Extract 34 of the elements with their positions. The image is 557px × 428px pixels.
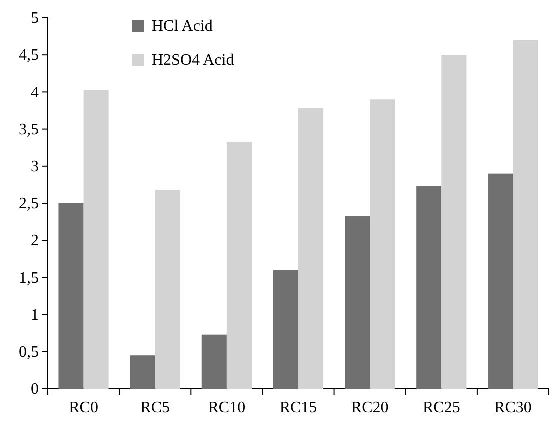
y-tick-label: 2 — [31, 232, 39, 250]
x-tick-label: RC25 — [422, 399, 460, 416]
bar — [416, 186, 442, 389]
bar — [130, 356, 156, 389]
y-tick-label: 4,5 — [19, 47, 39, 64]
bar — [442, 55, 467, 389]
x-tick-label: RC20 — [351, 399, 389, 416]
y-tick-label: 1 — [31, 306, 39, 324]
y-tick-label: 2,5 — [19, 196, 39, 213]
x-tick-label: RC5 — [140, 399, 170, 416]
bar — [298, 108, 324, 389]
y-tick-label: 5 — [31, 10, 39, 28]
y-tick-label: 3 — [31, 158, 39, 176]
x-tick-label: RC10 — [208, 399, 246, 416]
y-tick-label: 3,5 — [19, 121, 39, 138]
bar — [226, 142, 252, 389]
x-tick-label: RC30 — [494, 399, 532, 416]
y-tick-label: 1,5 — [19, 270, 39, 287]
bar — [155, 190, 180, 389]
y-tick-label: 0,5 — [19, 344, 39, 362]
bar — [273, 270, 298, 389]
y-tick-label: 0 — [31, 381, 39, 398]
bar — [84, 90, 109, 389]
bar — [58, 204, 84, 389]
x-tick-label: RC0 — [69, 399, 98, 416]
bar — [513, 40, 538, 389]
bar — [370, 100, 396, 389]
bar — [202, 334, 227, 389]
bar — [345, 216, 370, 389]
legend-label: H2SO4 Acid — [152, 52, 234, 69]
legend-label: HCl Acid — [152, 18, 213, 35]
y-tick-label: 4 — [31, 84, 39, 102]
bar — [488, 174, 514, 389]
x-tick-label: RC15 — [280, 399, 318, 416]
